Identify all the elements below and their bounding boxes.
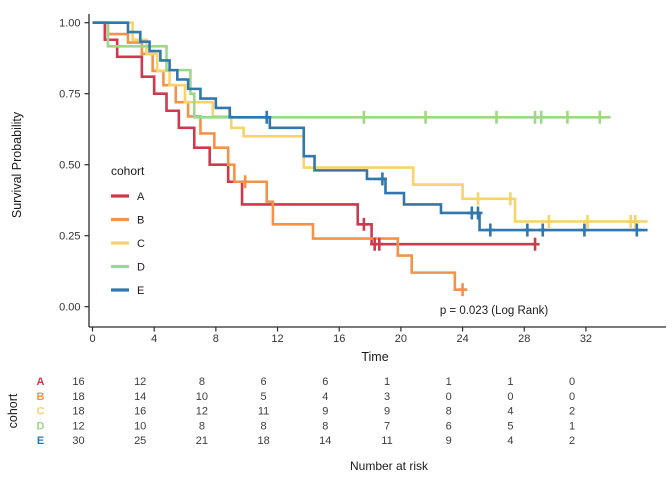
x-tick-label: 0 [89, 333, 95, 345]
legend-label-B: B [137, 215, 144, 227]
legend-label-C: C [137, 238, 145, 250]
risk-count-B-t20: 3 [384, 391, 390, 403]
risk-count-C-t32: 2 [569, 406, 575, 418]
x-tick-label: 20 [395, 333, 407, 345]
y-tick-label: 1.00 [59, 18, 80, 30]
risk-count-E-t12: 18 [257, 435, 269, 447]
risk-count-B-t32: 0 [569, 391, 575, 403]
risk-count-C-t8: 12 [196, 406, 208, 418]
legend-label-D: D [137, 262, 145, 274]
risk-count-A-t4: 12 [134, 376, 146, 388]
x-tick-label: 32 [580, 333, 592, 345]
risk-count-B-t12: 5 [261, 391, 267, 403]
risk-count-D-t4: 10 [134, 420, 146, 432]
risk-count-C-t24: 8 [446, 406, 452, 418]
risk-table-y-title: cohort [6, 393, 20, 429]
pvalue-annotation: p = 0.023 (Log Rank) [439, 305, 549, 317]
risk-count-C-t16: 9 [322, 406, 328, 418]
risk-row-label-D: D [37, 420, 45, 432]
risk-count-B-t24: 0 [446, 391, 452, 403]
x-tick-label: 12 [271, 333, 283, 345]
risk-table-caption: Number at risk [349, 459, 429, 473]
x-tick-label: 28 [518, 333, 530, 345]
y-tick-label: 0.25 [59, 231, 80, 243]
risk-count-D-t12: 8 [261, 420, 267, 432]
y-axis-title: Survival Probability [10, 111, 24, 219]
risk-count-A-t16: 6 [322, 376, 328, 388]
y-tick-label: 0.50 [59, 160, 80, 172]
y-tick-label: 0.00 [59, 302, 80, 314]
risk-count-C-t0: 18 [72, 406, 84, 418]
risk-count-E-t0: 30 [72, 435, 84, 447]
risk-count-A-t8: 8 [199, 376, 205, 388]
risk-count-B-t28: 0 [507, 391, 513, 403]
risk-count-E-t32: 2 [569, 435, 575, 447]
risk-count-B-t8: 10 [196, 391, 208, 403]
risk-count-E-t16: 14 [319, 435, 331, 447]
legend-label-A: A [137, 191, 145, 203]
risk-count-C-t12: 11 [258, 406, 269, 418]
km-curve-C [92, 21, 648, 223]
risk-count-A-t32: 0 [569, 376, 575, 388]
x-axis-title: Time [361, 350, 389, 364]
risk-row-label-E: E [37, 435, 44, 447]
risk-count-D-t8: 8 [199, 420, 205, 432]
risk-count-C-t20: 9 [384, 406, 390, 418]
risk-count-C-t28: 4 [507, 406, 513, 418]
legend-title: cohort [111, 164, 145, 178]
km-curve-E [92, 21, 648, 232]
legend-label-E: E [137, 285, 144, 297]
risk-count-D-t32: 1 [569, 420, 575, 432]
risk-count-D-t20: 7 [384, 420, 390, 432]
risk-count-E-t8: 21 [196, 435, 208, 447]
risk-count-C-t4: 16 [134, 406, 146, 418]
risk-row-label-C: C [37, 406, 45, 418]
km-curve-A [92, 21, 536, 246]
x-tick-label: 4 [151, 333, 157, 345]
risk-count-A-t12: 6 [261, 376, 267, 388]
x-tick-label: 16 [333, 333, 345, 345]
risk-count-E-t20: 11 [381, 435, 392, 447]
risk-count-A-t28: 1 [507, 376, 513, 388]
risk-count-D-t0: 12 [72, 420, 84, 432]
risk-count-A-t0: 16 [72, 376, 84, 388]
risk-count-D-t24: 6 [446, 420, 452, 432]
risk-count-D-t16: 8 [322, 420, 328, 432]
risk-count-E-t28: 4 [507, 435, 513, 447]
y-tick-label: 0.75 [59, 89, 80, 101]
km-curve-B [92, 21, 468, 291]
risk-count-B-t4: 14 [134, 391, 146, 403]
risk-row-label-A: A [37, 376, 45, 388]
risk-count-E-t4: 25 [134, 435, 146, 447]
risk-count-B-t0: 18 [72, 391, 84, 403]
x-tick-label: 24 [456, 333, 468, 345]
risk-count-D-t28: 5 [507, 420, 513, 432]
risk-count-B-t16: 4 [322, 391, 328, 403]
risk-count-E-t24: 9 [446, 435, 452, 447]
x-tick-label: 8 [213, 333, 219, 345]
risk-count-A-t20: 1 [384, 376, 390, 388]
risk-row-label-B: B [37, 391, 45, 403]
risk-count-A-t24: 1 [446, 376, 452, 388]
